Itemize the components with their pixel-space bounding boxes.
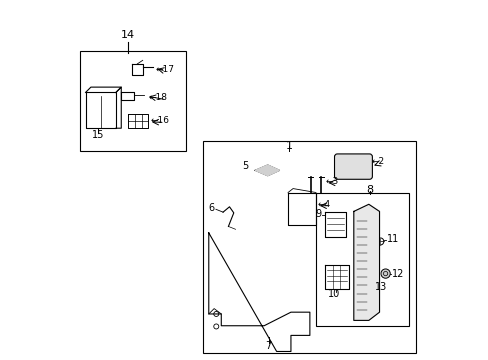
Text: ←16: ←16 <box>151 116 169 125</box>
Text: 1: 1 <box>285 141 292 151</box>
Polygon shape <box>255 165 279 176</box>
Bar <box>80 51 185 152</box>
Text: 11: 11 <box>386 234 398 244</box>
Text: ←4: ←4 <box>317 200 330 209</box>
Text: 9: 9 <box>315 209 321 219</box>
Circle shape <box>380 269 389 278</box>
FancyBboxPatch shape <box>334 154 372 179</box>
Text: ←3: ←3 <box>325 176 339 185</box>
Text: 8: 8 <box>365 185 372 195</box>
Text: ←18: ←18 <box>148 93 167 102</box>
Text: 6: 6 <box>207 203 214 213</box>
Text: 14: 14 <box>121 30 135 40</box>
Text: 10: 10 <box>327 289 339 299</box>
Text: 5: 5 <box>242 161 247 171</box>
Bar <box>203 141 415 353</box>
Text: 7: 7 <box>265 341 271 351</box>
Bar <box>315 193 408 327</box>
Polygon shape <box>353 204 379 320</box>
Text: 15: 15 <box>92 130 104 140</box>
Text: ←17: ←17 <box>156 65 175 74</box>
Text: ←2: ←2 <box>371 157 384 166</box>
Text: 12: 12 <box>391 269 403 279</box>
Text: 13: 13 <box>374 282 386 292</box>
